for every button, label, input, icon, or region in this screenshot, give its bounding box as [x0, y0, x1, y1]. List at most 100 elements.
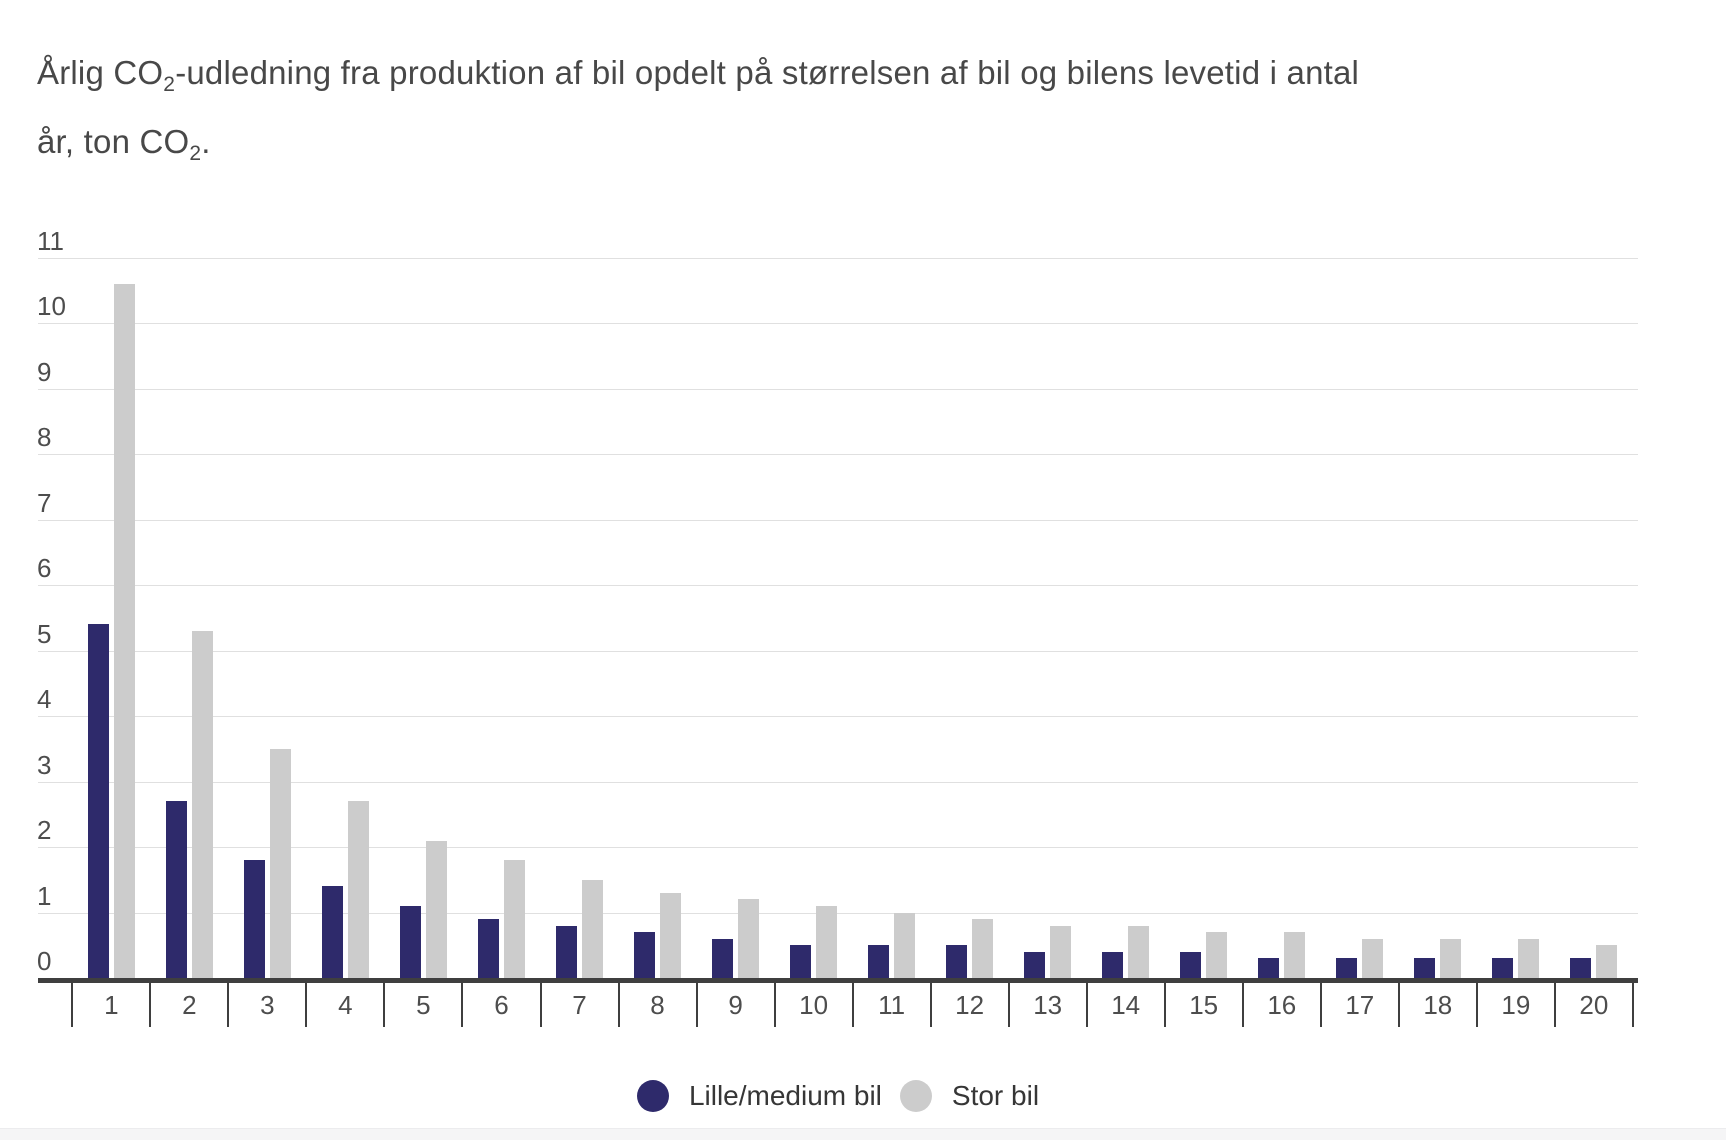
x-axis-tick-4	[383, 983, 386, 1027]
bar-stor-bil-year-16[interactable]	[1284, 932, 1306, 978]
x-axis-label-11: 11	[878, 990, 906, 1020]
y-axis-label-11: 11	[37, 225, 64, 256]
x-axis-tick-3	[305, 983, 308, 1027]
bar-stor-bil-year-4[interactable]	[347, 801, 369, 978]
y-axis-label-10: 10	[37, 291, 66, 321]
bar-lille-medium-bil-year-10[interactable]	[790, 945, 812, 979]
bar-stor-bil-year-2[interactable]	[191, 630, 213, 978]
x-axis-label-20: 20	[1579, 990, 1609, 1020]
bar-lille-medium-bil-year-12[interactable]	[946, 945, 968, 979]
bar-lille-medium-bil-year-6[interactable]	[478, 919, 499, 978]
gridline-4	[38, 716, 1638, 717]
y-axis-label-5: 5	[37, 618, 52, 649]
y-axis-label-9: 9	[37, 356, 52, 387]
x-axis-label-17: 17	[1345, 990, 1375, 1020]
legend: Lille/medium bil Stor bil	[38, 1080, 1638, 1112]
y-axis-label-4: 4	[37, 684, 52, 714]
gridline-1	[38, 912, 1638, 914]
co2-subscript: 2	[163, 73, 176, 96]
x-axis-tick-10	[851, 983, 854, 1027]
bar-lille-medium-bil-year-13[interactable]	[1024, 951, 1046, 978]
x-axis-label-6: 6	[494, 990, 509, 1020]
x-axis-label-3: 3	[260, 990, 275, 1020]
bar-stor-bil-year-10[interactable]	[816, 906, 838, 979]
bar-lille-medium-bil-year-4[interactable]	[321, 886, 343, 978]
bar-stor-bil-year-17[interactable]	[1362, 938, 1384, 978]
x-axis-tick-11	[929, 983, 932, 1027]
x-axis-line	[38, 978, 1638, 983]
gridline-11	[38, 257, 1638, 259]
bar-stor-bil-year-18[interactable]	[1440, 938, 1462, 978]
chart-title: Årlig CO2-udledning fra produktion af bi…	[37, 44, 1497, 182]
y-axis-label-0: 0	[37, 946, 52, 976]
legend-swatch-lille-medium-bil-icon	[636, 1080, 669, 1112]
bar-stor-bil-year-19[interactable]	[1518, 938, 1540, 978]
x-axis-tick-8	[695, 983, 698, 1027]
chart-title-line-2: år, ton CO2.	[37, 123, 211, 165]
bar-lille-medium-bil-year-2[interactable]	[165, 801, 187, 978]
x-axis-label-2: 2	[182, 990, 197, 1020]
bar-lille-medium-bil-year-16[interactable]	[1258, 958, 1280, 978]
x-axis-tick-20	[1631, 983, 1634, 1027]
bar-stor-bil-year-5[interactable]	[425, 840, 447, 979]
x-axis-tick-6	[539, 983, 542, 1027]
bar-lille-medium-bil-year-1[interactable]	[87, 624, 109, 978]
x-axis-tick-1	[149, 983, 152, 1027]
gridline-5	[38, 650, 1638, 652]
y-axis-label-1: 1	[37, 880, 52, 911]
x-axis-label-18: 18	[1423, 990, 1453, 1020]
bar-lille-medium-bil-year-9[interactable]	[712, 938, 734, 978]
bar-lille-medium-bil-year-15[interactable]	[1180, 951, 1202, 978]
x-axis-label-5: 5	[416, 990, 431, 1020]
bar-lille-medium-bil-year-18[interactable]	[1414, 958, 1436, 978]
x-axis-tick-14	[1163, 983, 1166, 1027]
bar-lille-medium-bil-year-3[interactable]	[243, 860, 265, 978]
x-axis-label-12: 12	[955, 990, 985, 1020]
gridline-7	[38, 519, 1638, 521]
bar-stor-bil-year-15[interactable]	[1206, 932, 1228, 978]
bar-stor-bil-year-3[interactable]	[269, 748, 291, 979]
bar-lille-medium-bil-year-17[interactable]	[1336, 958, 1358, 978]
co2-subscript: 2	[189, 142, 202, 165]
bar-lille-medium-bil-year-5[interactable]	[399, 906, 421, 979]
x-axis-tick-17	[1397, 983, 1400, 1027]
bar-lille-medium-bil-year-20[interactable]	[1570, 958, 1592, 978]
gridline-10	[38, 323, 1638, 324]
bar-stor-bil-year-13[interactable]	[1050, 925, 1072, 978]
x-axis-tick-15	[1241, 983, 1244, 1027]
bar-stor-bil-year-6[interactable]	[504, 860, 525, 978]
x-axis-tick-18	[1475, 983, 1478, 1027]
x-axis-tick-19	[1553, 983, 1556, 1027]
bar-stor-bil-year-14[interactable]	[1128, 925, 1150, 978]
x-axis-tick-0	[71, 983, 74, 1027]
gridline-8	[38, 454, 1638, 455]
bar-stor-bil-year-11[interactable]	[894, 912, 916, 978]
x-axis-tick-16	[1319, 983, 1322, 1027]
x-axis-tick-5	[461, 983, 464, 1027]
bar-lille-medium-bil-year-8[interactable]	[634, 932, 655, 978]
bar-stor-bil-year-7[interactable]	[582, 879, 603, 979]
x-axis-label-19: 19	[1501, 990, 1531, 1020]
bar-stor-bil-year-1[interactable]	[113, 283, 135, 978]
x-axis-label-10: 10	[799, 990, 829, 1020]
x-axis-label-15: 15	[1189, 990, 1219, 1020]
bar-stor-bil-year-20[interactable]	[1596, 945, 1618, 979]
x-axis-tick-13	[1085, 983, 1088, 1027]
bar-stor-bil-year-9[interactable]	[738, 899, 760, 978]
gridline-3	[38, 781, 1638, 783]
chart-title-line-1: Årlig CO2-udledning fra produktion af bi…	[37, 54, 1360, 96]
x-axis-label-4: 4	[338, 990, 353, 1020]
bar-stor-bil-year-12[interactable]	[972, 919, 994, 978]
bar-lille-medium-bil-year-14[interactable]	[1102, 951, 1124, 978]
x-axis-tick-12	[1007, 983, 1010, 1027]
bar-lille-medium-bil-year-11[interactable]	[868, 945, 890, 979]
bar-lille-medium-bil-year-19[interactable]	[1492, 958, 1514, 978]
y-axis-label-3: 3	[37, 749, 52, 780]
bar-lille-medium-bil-year-7[interactable]	[556, 925, 577, 978]
legend-item-lille-medium-bil: Lille/medium bil	[636, 1080, 882, 1112]
x-axis-tick-9	[773, 983, 776, 1027]
x-axis-label-13: 13	[1033, 990, 1063, 1020]
bar-stor-bil-year-8[interactable]	[660, 892, 681, 979]
